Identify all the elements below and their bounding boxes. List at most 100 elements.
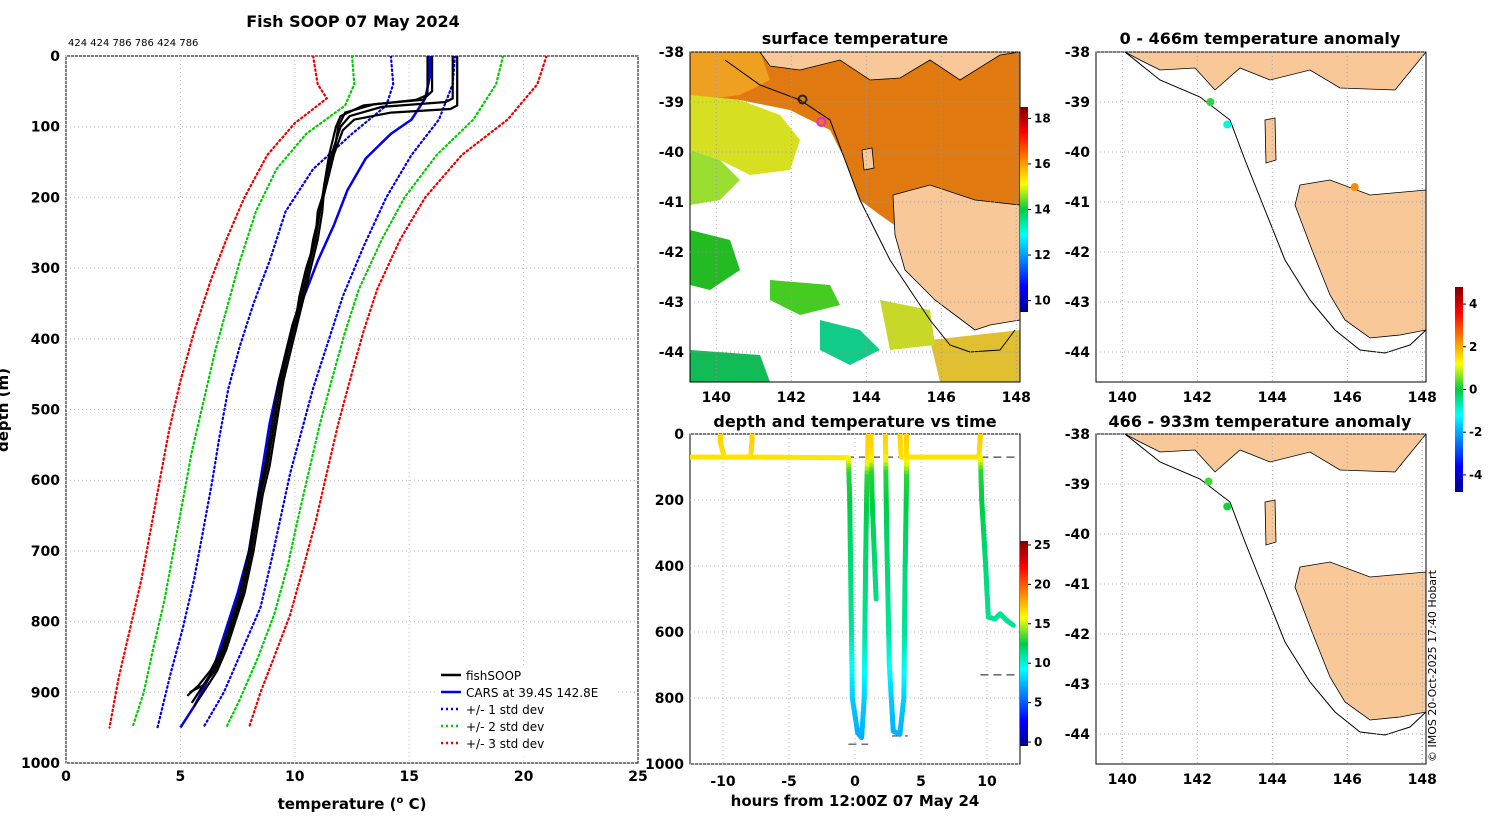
sst-king-island [861, 147, 875, 171]
depth-time-x-tick-label: 10 [977, 774, 997, 790]
sst-x-tick-label: 142 [777, 390, 806, 406]
sst-lime-patch [690, 150, 740, 205]
sst-colorbar-tick-label: 10 [1034, 294, 1051, 308]
anomaly-colorbar [1455, 287, 1463, 492]
sst-colorbar-ticks: 10 12 14 16 18 [1028, 111, 1051, 308]
a1-x-tick-label: 144 [1258, 390, 1287, 406]
anomaly-shallow-ticks: 140 142 144 146 148 -38 -39 -40 -41 -42 -43 -44 [1065, 45, 1437, 406]
sst-map-content [690, 52, 1020, 382]
profile-y-tick-label: 700 [31, 544, 60, 560]
sst-drop-marker [816, 117, 827, 127]
profile-y-tick-label: 100 [31, 120, 60, 136]
sst-x-tick-label: 140 [702, 390, 731, 406]
profile-line-fishsoop-drop-4 [189, 56, 459, 694]
profile-line--3-sd [247, 56, 548, 729]
profile-title: Fish SOOP 07 May 2024 [246, 12, 460, 31]
depth-time-colorbar-tick-label: 15 [1034, 617, 1051, 631]
sst-markers [797, 94, 827, 127]
depth-time-colorbar-tick-label: 25 [1034, 538, 1051, 552]
depth-time-tracks [690, 434, 1016, 741]
depth-time-y-tick-label: 0 [674, 427, 684, 443]
depth-time-y-tick-label: 200 [655, 493, 684, 509]
a2-x-tick-label: 140 [1108, 772, 1137, 788]
legend-box [435, 665, 617, 757]
a1-y-tick-label: -40 [1065, 145, 1091, 161]
a2-x-tick-label: 146 [1333, 772, 1362, 788]
a2-y-tick-label: -42 [1065, 627, 1090, 643]
a1-x-tick-label: 142 [1183, 390, 1212, 406]
depth-time-colorbar [1020, 541, 1028, 746]
a2-mainland [1124, 434, 1426, 473]
a1-y-tick-label: -44 [1065, 345, 1091, 361]
sst-drop-marker [797, 94, 808, 105]
a2-y-tick-label: -44 [1065, 727, 1091, 743]
a2-y-tick-label: -41 [1065, 577, 1090, 593]
profile-line--1-sd [202, 56, 457, 729]
anomaly-deep-map [1124, 434, 1426, 736]
a1-anomaly-point [1206, 98, 1215, 106]
depth-time-colorbar-tick-label: 10 [1034, 656, 1051, 670]
depth-time-x-label: hours from 12:00Z 07 May 24 [731, 792, 980, 810]
profile-y-tick-label: 500 [31, 403, 60, 419]
sst-y-tick-label: -38 [659, 45, 684, 61]
sst-colorbar-tick-label: 18 [1034, 111, 1051, 125]
profile-x-label: temperature (o C) [278, 795, 427, 813]
sst-y-tick-label: -42 [659, 245, 684, 261]
anomaly-colorbar-tick-label: -4 [1469, 468, 1482, 482]
sst-colorbar [1020, 107, 1028, 312]
a1-isobath [1124, 52, 1426, 354]
sst-green-patch-4 [690, 350, 770, 382]
a2-y-tick-label: -38 [1065, 427, 1090, 443]
profile-line--1-sd [156, 56, 395, 729]
legend-label-2sd: +/- 2 std dev [466, 720, 544, 734]
profile-line-fishsoop-drop-3 [193, 56, 454, 708]
a1-y-tick-label: -41 [1065, 195, 1090, 211]
profile-drop-depths: 424 424 786 786 424 786 [68, 38, 198, 49]
depth-time-colorbar-tick-label: 20 [1034, 577, 1051, 591]
depth-time-y-tick-label: 600 [655, 625, 684, 641]
a1-y-tick-label: -43 [1065, 295, 1090, 311]
a2-anomaly-point [1223, 502, 1232, 511]
sst-colorbar-tick-label: 16 [1034, 157, 1051, 171]
sst-y-tick-label: -40 [659, 145, 685, 161]
profile-legend: fishSOOP CARS at 39.4S 142.8E +/- 1 std … [435, 665, 617, 757]
a2-y-tick-label: -43 [1065, 677, 1090, 693]
a2-tasmania [1294, 561, 1426, 721]
a2-x-tick-label: 148 [1408, 772, 1437, 788]
anomaly-deep-panel: 466 - 933m temperature anomaly 140 142 144… [1065, 412, 1437, 788]
sst-colorbar-tick-label: 14 [1034, 203, 1051, 217]
sst-y-tick-label: -44 [659, 345, 685, 361]
profile-line--2-sd [225, 56, 505, 729]
legend-label-1sd: +/- 1 std dev [466, 703, 544, 717]
sst-yellow-patch-2 [880, 300, 935, 350]
sst-warm-edge [690, 52, 770, 100]
anomaly-deep-ticks: 140 142 144 146 148 -38 -39 -40 -41 -42 -43 -44 [1065, 427, 1437, 788]
legend-label-fishsoop: fishSOOP [466, 669, 521, 683]
a2-y-tick-label: -39 [1065, 477, 1090, 493]
profile-x-tick-label: 25 [628, 769, 647, 785]
a1-x-tick-label: 148 [1408, 390, 1437, 406]
sst-x-tick-label: 144 [852, 390, 881, 406]
sst-y-tick-label: -39 [659, 95, 684, 111]
profile-y-tick-label: 600 [31, 473, 60, 489]
profile-x-tick-label: 5 [176, 769, 186, 785]
copyright-text: © IMOS 20-Oct-2025 17:40 Hobart [1426, 569, 1439, 762]
profile-y-tick-label: 0 [50, 49, 60, 65]
sst-map-panel: surface temperature 140 142 144 146 148 -38 -3… [659, 29, 1051, 406]
sst-yellow-patch-south [930, 330, 1020, 382]
profile-x-tick-label: 20 [514, 769, 534, 785]
profile-line-cars-mean [179, 56, 432, 729]
anomaly-colorbar-tick-label: -2 [1469, 425, 1482, 439]
a2-isobath [1124, 434, 1426, 736]
anomaly-colorbar-ticks: -4 -2 0 2 4 [1463, 297, 1482, 482]
profile-y-tick-label: 200 [31, 190, 60, 206]
a1-anomaly-point [1223, 120, 1232, 129]
profile-line--2-sd [131, 56, 356, 729]
depth-time-title: depth and temperature vs time [713, 412, 996, 431]
profile-line-fishsoop-drop-1 [186, 56, 429, 697]
sst-green-patch-2 [770, 280, 840, 315]
profile-y-tick-label: 900 [31, 685, 60, 701]
profile-y-tick-label: 400 [31, 332, 60, 348]
a1-tasmania [1294, 179, 1426, 339]
profile-y-tick-label: 1000 [21, 756, 60, 772]
